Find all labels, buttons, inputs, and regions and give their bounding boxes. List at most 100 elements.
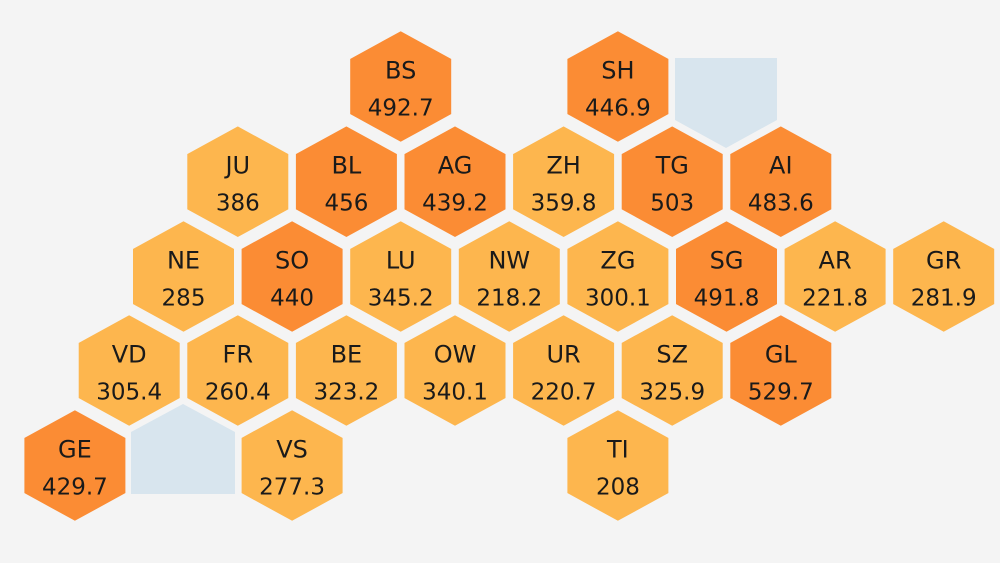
canton-code-label: SG (710, 247, 744, 275)
canton-hex-nw: NW 218.2 (455, 217, 563, 336)
canton-hex-ow: OW 340.1 (401, 311, 509, 430)
hex-shape (618, 122, 726, 241)
hex-shape (238, 406, 346, 525)
canton-hex-vd: VD 305.4 (75, 311, 183, 430)
neighbor-shape-france (131, 404, 235, 494)
hex-shape (75, 311, 183, 430)
canton-hex-tg: TG 503 (618, 122, 726, 241)
canton-code-label: BE (331, 341, 363, 369)
canton-hex-zg: ZG 300.1 (564, 217, 672, 336)
canton-value-label: 456 (324, 191, 368, 217)
canton-value-label: 386 (216, 191, 260, 217)
canton-code-label: JU (223, 152, 250, 180)
canton-code-label: SH (601, 57, 634, 85)
canton-value-label: 300.1 (585, 286, 651, 312)
canton-hex-bs: BS 492.7 (347, 27, 455, 146)
canton-hex-bl: BL 456 (292, 122, 400, 241)
canton-code-label: NW (488, 247, 530, 275)
canton-code-label: GE (58, 436, 92, 464)
canton-hex-sz: SZ 325.9 (618, 311, 726, 430)
canton-code-label: AI (769, 152, 793, 180)
hex-shape (618, 311, 726, 430)
canton-code-label: GR (926, 247, 961, 275)
hex-shape (564, 217, 672, 336)
canton-value-label: 492.7 (368, 96, 434, 122)
canton-value-label: 277.3 (259, 475, 325, 501)
canton-hexagons: BS 492.7 SH 446.9 JU 386 BL 456 AG 439.2 ZH 359.8 TG… (21, 27, 998, 525)
hex-shape (673, 217, 780, 336)
canton-code-label: LU (386, 247, 416, 275)
canton-value-label: 483.6 (748, 191, 814, 217)
hex-shape (727, 311, 835, 430)
canton-hex-sg: SG 491.8 (673, 217, 780, 336)
canton-code-label: TI (606, 436, 629, 464)
hex-shape (21, 406, 129, 525)
canton-value-label: 281.9 (911, 286, 977, 312)
canton-code-label: VS (276, 436, 308, 464)
hex-shape (238, 217, 346, 336)
canton-hex-ge: GE 429.7 (21, 406, 129, 525)
hex-shape (781, 217, 889, 336)
canton-hex-gl: GL 529.7 (727, 311, 835, 430)
canton-hex-gr: GR 281.9 (890, 217, 998, 336)
hex-shape (455, 217, 563, 336)
canton-value-label: 305.4 (96, 380, 162, 406)
canton-value-label: 345.2 (368, 286, 434, 312)
canton-code-label: BS (385, 57, 416, 85)
hex-shape (401, 311, 509, 430)
canton-value-label: 285 (162, 286, 206, 312)
canton-hex-ar: AR 221.8 (781, 217, 889, 336)
canton-value-label: 446.9 (585, 96, 651, 122)
canton-hex-be: BE 323.2 (292, 311, 400, 430)
canton-hex-vs: VS 277.3 (238, 406, 346, 525)
canton-hex-fr: FR 260.4 (184, 311, 292, 430)
canton-code-label: GL (765, 341, 798, 369)
canton-code-label: TG (655, 152, 689, 180)
canton-code-label: SO (275, 247, 309, 275)
canton-value-label: 440 (270, 286, 314, 312)
hex-shape (890, 217, 998, 336)
canton-value-label: 220.7 (531, 380, 597, 406)
canton-code-label: UR (546, 341, 580, 369)
canton-value-label: 323.2 (313, 380, 379, 406)
canton-code-label: OW (434, 341, 477, 369)
canton-value-label: 325.9 (639, 380, 705, 406)
canton-code-label: BL (331, 152, 361, 180)
hex-shape (347, 217, 455, 336)
canton-code-label: SZ (656, 341, 688, 369)
canton-hex-ti: TI 208 (564, 406, 672, 525)
canton-code-label: NE (167, 247, 200, 275)
canton-value-label: 439.2 (422, 191, 488, 217)
canton-hex-lu: LU 345.2 (347, 217, 455, 336)
canton-hex-ju: JU 386 (184, 122, 292, 241)
canton-hex-ur: UR 220.7 (510, 311, 618, 430)
canton-code-label: AR (819, 247, 852, 275)
hex-shape (564, 27, 672, 146)
canton-value-label: 208 (596, 475, 640, 501)
canton-hex-ne: NE 285 (130, 217, 237, 336)
neighbor-shape-germany (675, 58, 777, 148)
hex-shape (292, 311, 400, 430)
canton-code-label: ZG (600, 247, 635, 275)
canton-hex-ai: AI 483.6 (727, 122, 835, 241)
hex-shape (347, 27, 455, 146)
hex-shape (510, 311, 618, 430)
canton-value-label: 221.8 (802, 286, 868, 312)
canton-code-label: ZH (546, 152, 581, 180)
canton-value-label: 529.7 (748, 380, 814, 406)
canton-hex-so: SO 440 (238, 217, 346, 336)
canton-value-label: 503 (650, 191, 694, 217)
hex-shape (564, 406, 672, 525)
canton-code-label: VD (112, 341, 147, 369)
canton-hex-ag: AG 439.2 (401, 122, 509, 241)
canton-code-label: AG (438, 152, 473, 180)
canton-hex-zh: ZH 359.8 (510, 122, 618, 241)
canton-code-label: FR (223, 341, 253, 369)
canton-value-label: 260.4 (205, 380, 271, 406)
hex-shape (510, 122, 618, 241)
hex-shape (401, 122, 509, 241)
canton-value-label: 340.1 (422, 380, 488, 406)
hex-shape (184, 122, 292, 241)
canton-value-label: 359.8 (531, 191, 597, 217)
